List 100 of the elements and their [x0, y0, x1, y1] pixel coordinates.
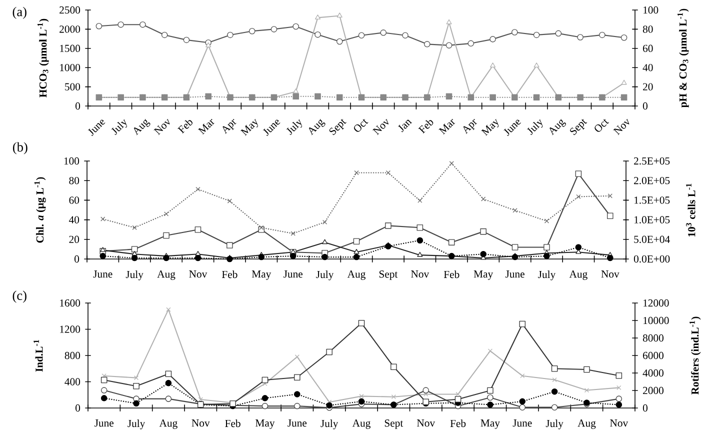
x-tick-label: May	[480, 420, 500, 429]
x-tick-label: May	[252, 270, 272, 280]
x-tick-label: Aug	[347, 270, 366, 280]
x-tick-label: Nov	[601, 270, 620, 278]
y-tick-label: 1000	[60, 64, 80, 72]
y-tick-label: 100	[64, 157, 80, 165]
x-tick-label: Aug	[578, 420, 596, 429]
y-tick-label: 2000	[60, 26, 80, 33]
y-tick-label: 400	[64, 378, 80, 386]
y2-tick-label: 5.0E+04	[634, 236, 670, 244]
y-tick-label: 1500	[60, 44, 80, 52]
y-tick-label: 1200	[60, 326, 80, 333]
y-tick-label: 0	[76, 102, 80, 110]
x-tick-label: June	[93, 270, 112, 278]
y-tick-label: 60	[69, 196, 80, 204]
x-tick-label: May	[256, 420, 275, 429]
y2-axis-title: pH & CO$_{3}$ (µmol L$^{-1}$)	[677, 8, 689, 108]
y2-tick-label: 80	[642, 26, 653, 33]
x-tick-label: July	[111, 119, 127, 136]
chart-title: (c)	[12, 290, 26, 303]
x-tick-label: Nov	[189, 270, 208, 278]
x-tick-label: Sept	[329, 119, 346, 136]
x-tick-label: Sept	[379, 270, 398, 280]
y-axis-title: HCO$_{3}$ (µmol L$^{-1}$)	[37, 18, 49, 98]
x-tick-label: Feb	[450, 420, 466, 428]
y2-tick-label: 4000	[642, 369, 664, 377]
y-tick-label: 2500	[60, 6, 80, 14]
x-tick-label: Mar	[198, 118, 214, 135]
x-tick-label: Apr	[222, 118, 236, 134]
x-tick-label: May	[474, 270, 494, 280]
x-tick-label: Jan	[398, 120, 412, 132]
y2-tick-label: 12000	[643, 299, 669, 307]
x-tick-label: June	[88, 120, 106, 136]
x-tick-label: July	[126, 270, 144, 280]
x-tick-label: Feb	[225, 420, 240, 428]
y2-tick-label: 1.5E+05	[634, 196, 670, 204]
x-tick-label: Aug	[569, 270, 588, 280]
y2-tick-label: 6000	[643, 352, 664, 360]
y2-tick-label: 0	[642, 102, 648, 110]
x-tick-label: Nov	[154, 118, 170, 136]
y2-tick-label: 2000	[643, 386, 664, 394]
y-tick-label: 20	[69, 236, 80, 243]
x-tick-label: Apr	[463, 118, 478, 134]
chart-title: (a)	[12, 6, 26, 19]
x-tick-label: July	[316, 270, 334, 280]
x-tick-label: Feb	[178, 120, 192, 134]
x-tick-label: Nov	[416, 420, 436, 427]
y2-axis-title: 10$^{3}$ cells L$^{-1}$	[686, 184, 696, 236]
x-tick-label: June	[288, 420, 307, 427]
y-tick-label: 500	[65, 83, 80, 90]
y-tick-label: 800	[64, 352, 80, 360]
y-tick-label: 80	[69, 177, 80, 184]
y-tick-label: 40	[68, 216, 80, 224]
x-tick-label: Oct	[594, 119, 609, 132]
x-tick-label: May	[240, 118, 258, 136]
x-tick-label: Aug	[157, 270, 176, 280]
x-tick-label: Aug	[134, 118, 150, 136]
x-tick-label: July	[538, 270, 556, 280]
x-tick-label: Oct	[354, 119, 368, 132]
x-tick-label: June	[262, 120, 280, 136]
y2-axis-title: Rotifers (ind.L$^{-1}$)	[690, 316, 701, 395]
x-tick-label: Nov	[610, 420, 628, 427]
y-tick-label: 0	[74, 255, 80, 263]
y-axis-title: Chl. a (µg L$^{-1}$)	[34, 177, 46, 243]
x-tick-label: Aug	[352, 420, 370, 429]
x-tick-label: Nov	[411, 270, 430, 278]
x-tick-label: July	[527, 119, 543, 136]
y2-tick-label: 40	[642, 64, 653, 72]
y-axis-title: Ind.L$^{-1}$	[34, 340, 43, 372]
x-tick-label: Mar	[438, 118, 456, 135]
x-tick-label: Sept	[570, 119, 588, 136]
y-tick-label: 0	[76, 404, 80, 412]
y2-tick-label: 2.5E+05	[634, 157, 670, 165]
x-tick-label: June	[505, 270, 524, 278]
x-tick-label: Nov	[192, 420, 210, 427]
y2-tick-label: 1.0E+05	[634, 216, 670, 224]
x-tick-label: Aug	[308, 118, 326, 136]
x-tick-label: Nov	[372, 118, 389, 136]
x-tick-label: June	[284, 270, 302, 278]
y2-tick-label: 10000	[643, 316, 669, 324]
y2-tick-label: 0.0E+00	[634, 255, 670, 263]
chart-title: (b)	[12, 142, 28, 154]
y2-tick-label: 0	[642, 404, 648, 412]
x-tick-label: June	[504, 120, 521, 136]
y-tick-label: 1600	[60, 299, 80, 307]
x-tick-label: July	[128, 420, 146, 430]
x-tick-label: Feb	[418, 120, 434, 134]
x-tick-label: July	[546, 420, 564, 430]
x-tick-label: Aug	[159, 420, 178, 429]
x-tick-label: June	[512, 420, 532, 427]
x-tick-label: June	[94, 420, 114, 427]
y2-tick-label: 100	[643, 6, 658, 14]
x-tick-label: July	[320, 420, 338, 430]
y2-tick-label: 60	[643, 44, 653, 52]
x-tick-label: July	[286, 119, 302, 136]
x-tick-label: Feb	[222, 270, 238, 278]
y2-tick-label: 2.0E+05	[634, 176, 670, 184]
x-tick-label: Sept	[384, 420, 404, 429]
x-tick-label: May	[481, 118, 499, 136]
y2-tick-label: 20	[643, 83, 653, 90]
